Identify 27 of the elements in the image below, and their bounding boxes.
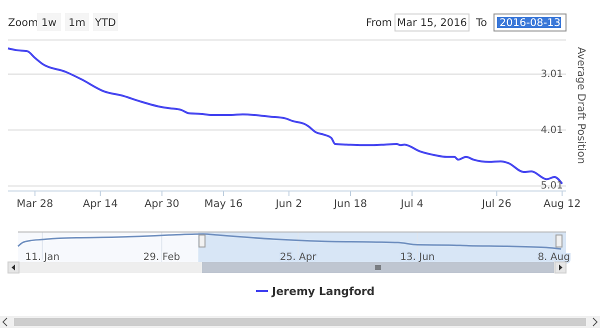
legend-label: Jeremy Langford xyxy=(271,285,375,298)
y-tick-label: 5.01 xyxy=(540,180,563,192)
text: To xyxy=(475,17,488,29)
x-tick-label: 11. Jan xyxy=(25,252,60,263)
y-tick-label: 4.01 xyxy=(540,124,563,136)
text: Mar 15, 2016 xyxy=(397,17,468,29)
x-tick-label: 25. Apr xyxy=(280,252,318,263)
text: 2016-08-13 xyxy=(499,17,561,29)
x-tick-label: Jun 2 xyxy=(274,198,302,210)
x-tick-label: Mar 28 xyxy=(16,198,54,210)
x-tick-label: 13. Jun xyxy=(400,252,435,263)
text: YTD xyxy=(94,17,116,29)
x-tick-label: Jul 26 xyxy=(481,198,512,210)
x-tick-label: Jul 4 xyxy=(400,198,424,210)
y-axis-title: Average Draft Position xyxy=(575,46,587,164)
x-tick-label: May 16 xyxy=(204,198,244,210)
x-tick-label: 8. Aug xyxy=(538,252,570,263)
x-tick-label: Apr 30 xyxy=(144,198,180,210)
y-tick-label: 3.01 xyxy=(540,68,563,80)
x-tick-label: Aug 12 xyxy=(544,198,581,210)
text: 1m xyxy=(68,17,86,29)
x-tick-label: Apr 14 xyxy=(82,198,118,210)
text: Zoom xyxy=(8,17,38,29)
text: 1w xyxy=(41,17,58,29)
x-tick-label: Jun 18 xyxy=(332,198,368,210)
x-tick-label: 29. Feb xyxy=(143,252,180,263)
text: From xyxy=(366,17,392,29)
